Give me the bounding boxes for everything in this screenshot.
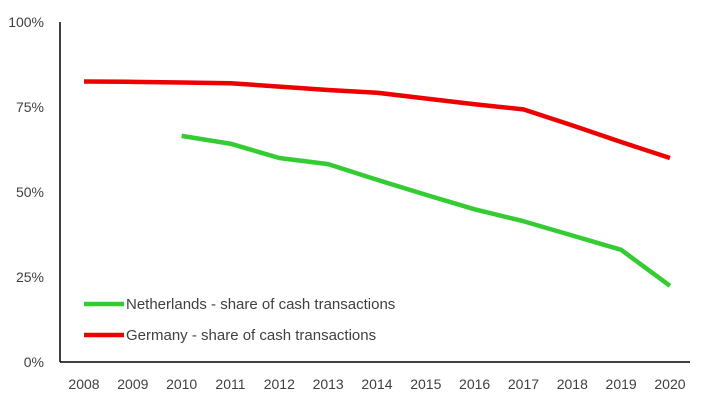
series-line-germany <box>83 79 671 161</box>
y-tick-label: 75% <box>16 99 44 115</box>
x-tick-label: 2016 <box>459 376 490 392</box>
x-tick-label: 2017 <box>508 376 539 392</box>
x-tick-label: 2014 <box>361 376 392 392</box>
x-tick-label: 2012 <box>264 376 295 392</box>
x-tick-label: 2020 <box>654 376 685 392</box>
x-tick-label: 2015 <box>410 376 441 392</box>
x-tick-label: 2010 <box>166 376 197 392</box>
x-tick-labels: 2008 2009 2010 2011 2012 2013 2014 2015 2016 2017… <box>68 376 685 392</box>
series-line-netherlands <box>181 133 672 288</box>
x-tick-label: 2013 <box>313 376 344 392</box>
x-tick-label: 2009 <box>117 376 148 392</box>
x-tick-label: 2018 <box>557 376 588 392</box>
series-lines <box>83 79 672 288</box>
x-tick-label: 2011 <box>215 376 245 392</box>
legend-label: Germany - share of cash transactions <box>126 327 376 344</box>
y-tick-labels: 0% 25% 50% 75% 100% <box>8 14 44 370</box>
y-tick-label: 50% <box>16 184 44 200</box>
y-tick-label: 100% <box>8 14 44 30</box>
x-tick-label: 2019 <box>606 376 637 392</box>
y-tick-label: 25% <box>16 269 44 285</box>
legend-label: Netherlands - share of cash transactions <box>126 296 395 313</box>
legend: Netherlands - share of cash transactions… <box>84 296 395 344</box>
x-tick-label: 2008 <box>68 376 99 392</box>
y-tick-label: 0% <box>24 354 44 370</box>
